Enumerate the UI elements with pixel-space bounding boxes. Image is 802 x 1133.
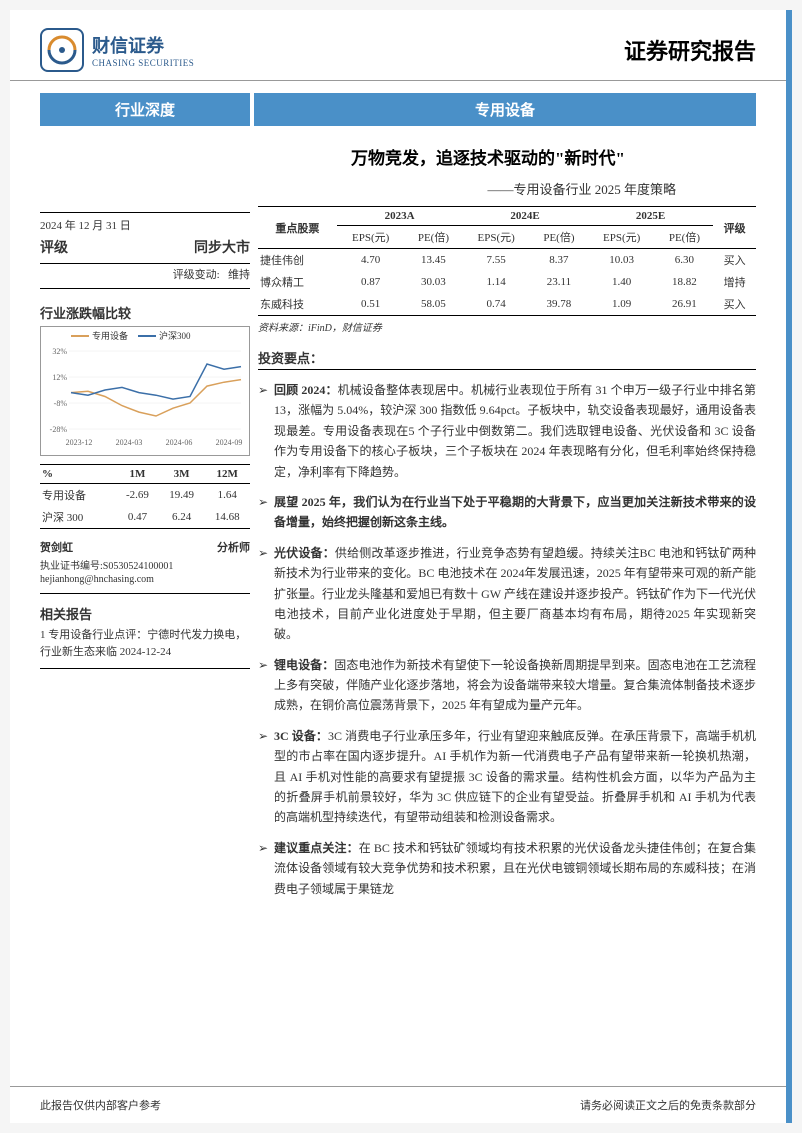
- table-row: 东威科技0.5158.050.7439.781.0926.91买入: [258, 293, 756, 316]
- title-zone: 万物竞发，追逐技术驱动的"新时代" ——专用设备行业 2025 年度策略: [40, 144, 756, 198]
- logo-en: CHASING SECURITIES: [92, 58, 194, 68]
- compare-title: 行业涨跌幅比较: [40, 303, 250, 322]
- point-title: 锂电设备：: [274, 658, 334, 672]
- table-row: 沪深 3000.476.2414.68: [40, 506, 250, 529]
- main-title: 万物竞发，追逐技术驱动的"新时代": [40, 144, 756, 169]
- header: 财信证券 CHASING SECURITIES 证券研究报告: [10, 10, 786, 81]
- svg-text:-28%: -28%: [50, 425, 68, 434]
- perf-header: 3M: [159, 465, 205, 484]
- svg-text:-8%: -8%: [54, 399, 68, 408]
- left-column: 2024 年 12 月 31 日 评级 同步大市 评级变动: 维持 行业涨跌幅比…: [40, 206, 250, 899]
- stock-table: 重点股票 2023A 2024E 2025E 评级 EPS(元) PE(倍) E…: [258, 206, 756, 316]
- perf-header: 1M: [116, 465, 159, 484]
- logo-block: 财信证券 CHASING SECURITIES: [40, 28, 194, 72]
- report-date: 2024 年 12 月 31 日: [40, 212, 250, 233]
- related-item: 1 专用设备行业点评：宁德时代发力换电，行业新生态来临 2024-12-24: [40, 627, 250, 660]
- perf-header: 12M: [204, 465, 250, 484]
- point-title: 建议重点关注：: [274, 841, 359, 855]
- analyst-email: hejianhong@hnchasing.com: [40, 574, 250, 585]
- svg-text:32%: 32%: [52, 347, 67, 356]
- point-title: 3C 设备：: [274, 729, 328, 743]
- investment-point: ➢锂电设备：固态电池作为新技术有望使下一轮设备换新周期提早到来。固态电池在工艺流…: [258, 655, 756, 716]
- point-title: 展望 2025 年，我们认为在行业当下处于平稳期的大背景下，应当更加关注新技术带…: [274, 495, 756, 529]
- point-body-text: 固态电池作为新技术有望使下一轮设备换新周期提早到来。固态电池在工艺流程上多有突破…: [274, 658, 756, 713]
- rating-box: 评级 同步大市: [40, 233, 250, 264]
- point-body-text: 机械设备整体表现居中。机械行业表现位于所有 31 个申万一级子行业中排名第 13…: [274, 383, 756, 479]
- footer-right: 请务必阅读正文之后的免责条款部分: [580, 1097, 756, 1113]
- chart-svg: 32% 12% -8% -28% 2023-12 2024-03 2024-06…: [41, 327, 249, 455]
- svg-text:2024-06: 2024-06: [166, 438, 193, 447]
- footer-left: 此报告仅供内部客户参考: [40, 1097, 161, 1113]
- point-body-text: 3C 消费电子行业承压多年，行业有望迎来触底反弹。在承压背景下，高端手机机型的市…: [274, 729, 756, 825]
- svg-text:2024-03: 2024-03: [116, 438, 143, 447]
- bullet-icon: ➢: [258, 838, 274, 899]
- footer: 此报告仅供内部客户参考 请务必阅读正文之后的免责条款部分: [10, 1086, 786, 1123]
- points-title: 投资要点：: [258, 348, 756, 370]
- investment-point: ➢光伏设备：供给侧改革逐步推进，行业竞争态势有望趋缓。持续关注BC 电池和钙钛矿…: [258, 543, 756, 645]
- svg-text:2023-12: 2023-12: [66, 438, 93, 447]
- logo-cn: 财信证券: [92, 32, 194, 58]
- investment-point: ➢建议重点关注：在 BC 技术和钙钛矿领域均有技术积累的光伏设备龙头捷佳伟创；在…: [258, 838, 756, 899]
- investment-points: 投资要点： ➢回顾 2024：机械设备整体表现居中。机械行业表现位于所有 31 …: [258, 348, 756, 899]
- svg-text:12%: 12%: [52, 373, 67, 382]
- rating-label: 评级: [40, 237, 68, 257]
- investment-point: ➢展望 2025 年，我们认为在行业当下处于平稳期的大背景下，应当更加关注新技术…: [258, 492, 756, 533]
- sub-title: ——专用设备行业 2025 年度策略: [40, 179, 756, 198]
- bullet-icon: ➢: [258, 380, 274, 482]
- analyst-role: 分析师: [217, 539, 250, 555]
- banner-right: 专用设备: [254, 93, 756, 126]
- analyst-block: 贺剑虹 分析师 执业证书编号:S0530524100001 hejianhong…: [40, 539, 250, 594]
- perf-header: %: [40, 465, 116, 484]
- performance-chart: 专用设备 沪深300 32% 12% -8% -28%: [40, 326, 250, 456]
- table-row: 博众精工0.8730.031.1423.111.4018.82增持: [258, 271, 756, 293]
- table-row: 捷佳伟创4.7013.457.558.3710.036.30买入: [258, 249, 756, 272]
- analyst-name: 贺剑虹: [40, 539, 73, 555]
- investment-point: ➢3C 设备：3C 消费电子行业承压多年，行业有望迎来触底反弹。在承压背景下，高…: [258, 726, 756, 828]
- page: 财信证券 CHASING SECURITIES 证券研究报告 行业深度 专用设备…: [10, 10, 792, 1123]
- table-source: 资料来源：iFinD，财信证券: [258, 319, 756, 334]
- banner: 行业深度 专用设备: [40, 93, 756, 126]
- rating-value: 同步大市: [194, 237, 250, 257]
- performance-table: %1M3M12M 专用设备-2.6919.491.64沪深 3000.476.2…: [40, 464, 250, 529]
- report-type: 证券研究报告: [624, 34, 756, 66]
- analyst-cert: S0530524100001: [103, 561, 174, 572]
- related-title: 相关报告: [40, 604, 250, 623]
- point-title: 光伏设备：: [274, 546, 335, 560]
- bullet-icon: ➢: [258, 726, 274, 828]
- right-column: 重点股票 2023A 2024E 2025E 评级 EPS(元) PE(倍) E…: [258, 206, 756, 899]
- point-body-text: 供给侧改革逐步推进，行业竞争态势有望趋缓。持续关注BC 电池和钙钛矿两种新技术为…: [274, 546, 756, 642]
- point-title: 回顾 2024：: [274, 383, 338, 397]
- investment-point: ➢回顾 2024：机械设备整体表现居中。机械行业表现位于所有 31 个申万一级子…: [258, 380, 756, 482]
- svg-text:2024-09: 2024-09: [216, 438, 243, 447]
- table-row: 专用设备-2.6919.491.64: [40, 484, 250, 507]
- banner-left: 行业深度: [40, 93, 250, 126]
- bullet-icon: ➢: [258, 543, 274, 645]
- related-reports: 相关报告 1 专用设备行业点评：宁德时代发力换电，行业新生态来临 2024-12…: [40, 604, 250, 669]
- logo-icon: [40, 28, 84, 72]
- bullet-icon: ➢: [258, 492, 274, 533]
- bullet-icon: ➢: [258, 655, 274, 716]
- rating-change: 评级变动: 维持: [40, 266, 250, 289]
